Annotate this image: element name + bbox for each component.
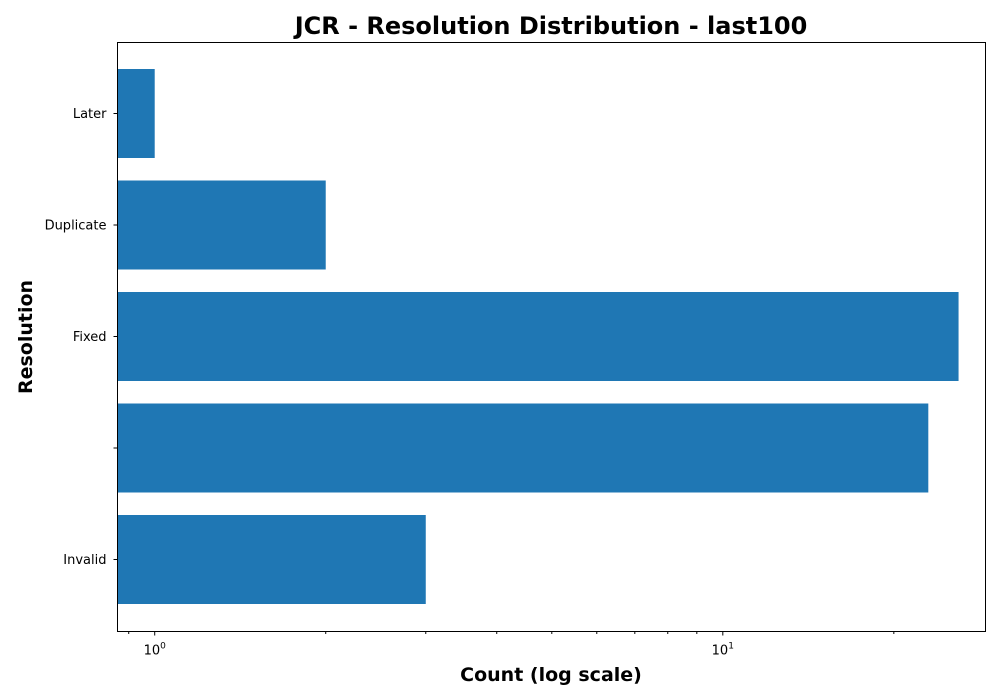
bar-invalid [117,515,426,604]
x-axis-ticks: 100 101 [128,631,895,659]
bar-duplicate [117,180,326,270]
x-tick-label-0: 100 [144,642,167,659]
y-tick-label-fixed: Fixed [73,330,107,345]
y-axis-label: Resolution [15,280,37,394]
x-tick-label-exponent: 0 [160,642,166,652]
bar-fixed [117,292,959,381]
x-axis-label: Count (log scale) [460,664,642,686]
y-tick-label-duplicate: Duplicate [45,219,107,234]
bar-unlabeled [117,403,929,493]
y-tick-label-invalid: Invalid [63,553,106,568]
x-tick-label-1: 101 [712,642,734,659]
plot-frame [117,42,986,632]
y-axis-ticks: Invalid Fixed Duplicate Later [45,107,118,568]
y-tick-label-later: Later [73,107,107,122]
bar-later [117,69,155,158]
bars-group [117,69,959,604]
x-tick-label-base: 10 [144,644,161,659]
x-tick-label-base: 10 [712,644,729,659]
x-tick-label-exponent: 1 [728,642,734,652]
chart-title: JCR - Resolution Distribution - last100 [293,12,808,40]
